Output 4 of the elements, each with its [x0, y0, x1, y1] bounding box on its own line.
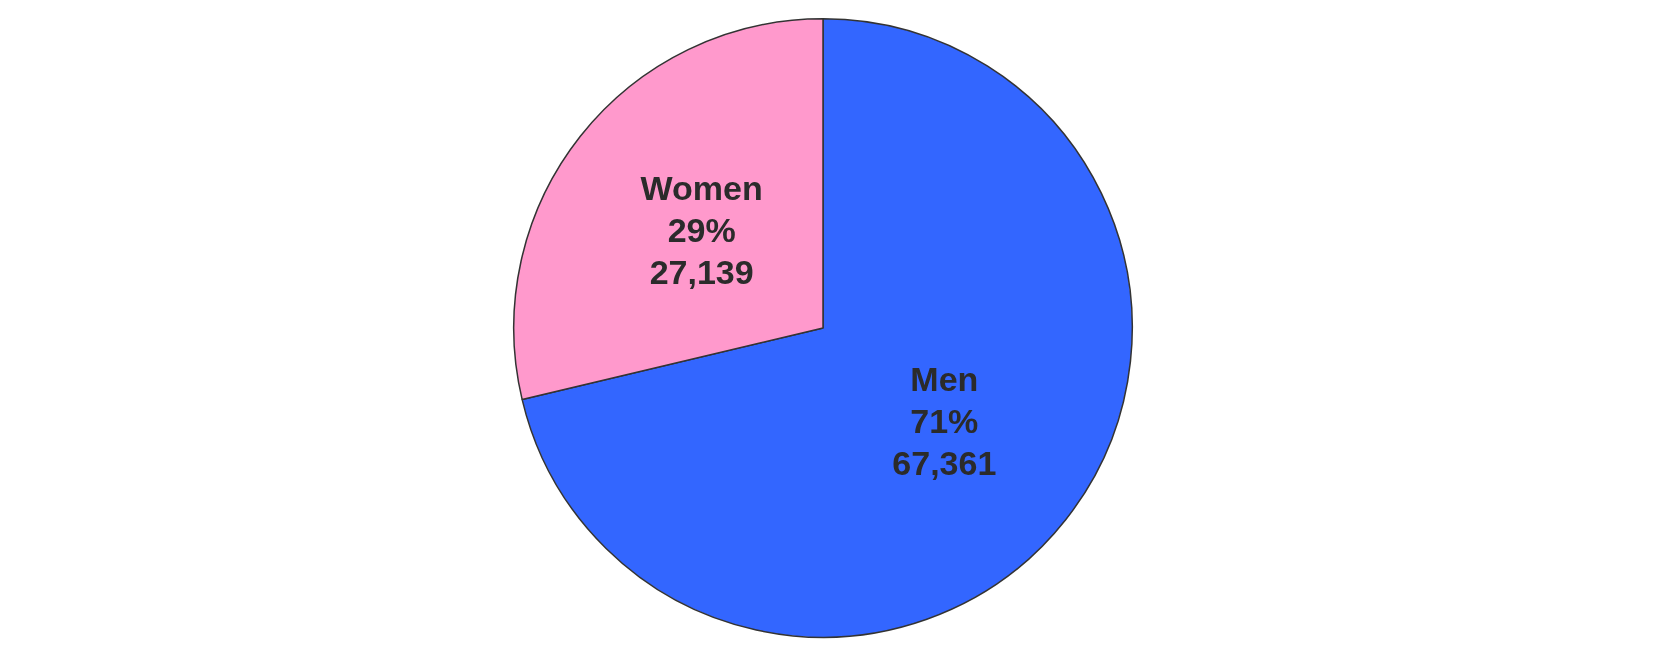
data-label: 29% 27,139 — [649, 210, 754, 291]
slice-label: Women — [640, 168, 763, 207]
data-label: 71% 67,361 — [892, 402, 997, 483]
slice-label: Men — [910, 360, 979, 399]
